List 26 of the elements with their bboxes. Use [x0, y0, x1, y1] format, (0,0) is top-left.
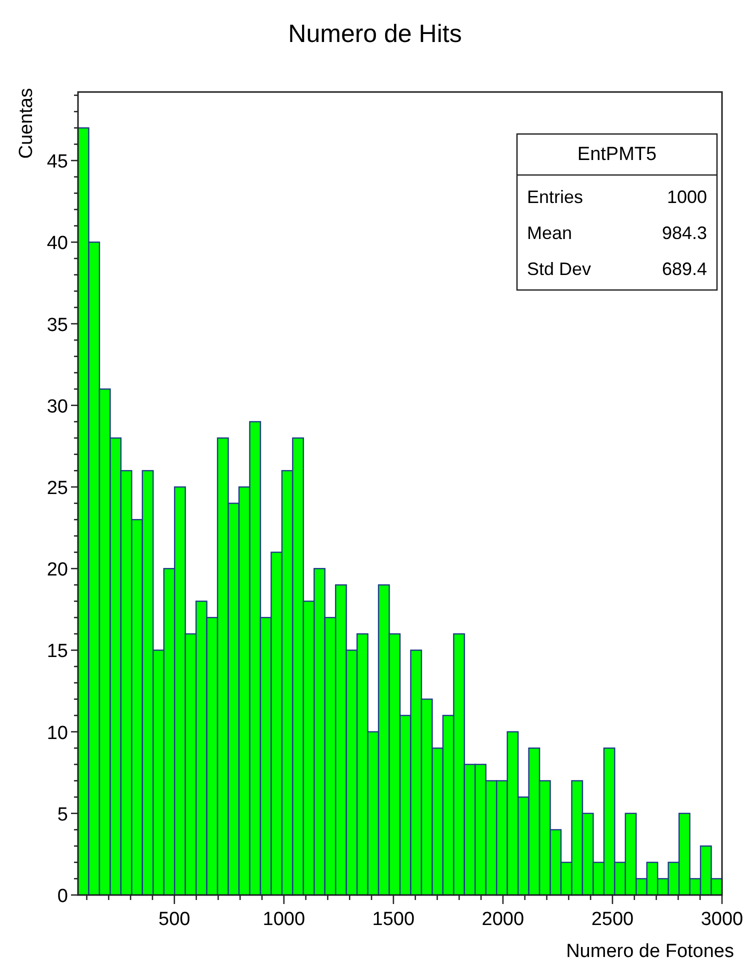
- x-tick-label: 1000: [262, 909, 306, 930]
- x-tick-label: 3000: [700, 909, 744, 930]
- x-tick-label: 500: [158, 909, 190, 930]
- x-tick-label: 2000: [482, 909, 524, 930]
- annotation: 984.3: [662, 223, 707, 243]
- x-axis-title: Numero de Fotones: [566, 941, 734, 962]
- annotation: 689.4: [662, 259, 707, 279]
- annotation: 1000: [666, 187, 707, 207]
- y-tick-label: 30: [46, 396, 68, 418]
- chart-title: Numero de Hits: [288, 20, 462, 48]
- y-tick-label: 40: [46, 233, 68, 254]
- y-tick-label: 0: [57, 886, 68, 907]
- x-tick-label: 1500: [372, 909, 415, 930]
- annotation: EntPMT5: [577, 144, 657, 165]
- y-axis-title: Cuentas: [16, 88, 37, 159]
- annotation: Mean: [527, 223, 572, 243]
- y-tick-label: 25: [46, 478, 68, 499]
- y-tick-label: 5: [57, 804, 68, 826]
- x-tick-label: 2500: [591, 909, 634, 930]
- y-tick-label: 15: [46, 641, 68, 662]
- y-tick-label: 45: [46, 152, 68, 173]
- annotation: Entries: [527, 187, 584, 207]
- y-tick-label: 35: [46, 314, 68, 336]
- y-tick-label: 20: [46, 560, 68, 581]
- annotation: Std Dev: [527, 259, 592, 279]
- y-tick-label: 10: [46, 722, 68, 744]
